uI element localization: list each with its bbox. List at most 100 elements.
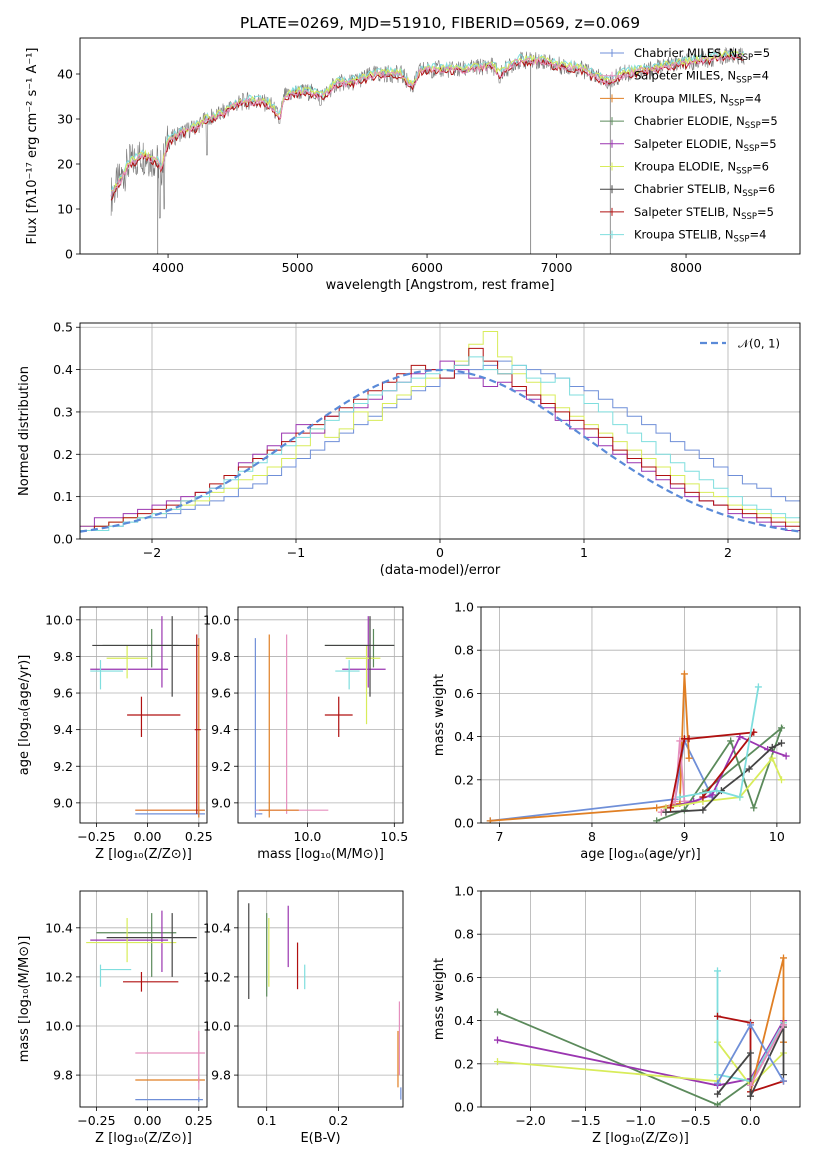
point-chabrier_elodie: [494, 1008, 501, 1016]
normal-legend-label: 𝒩(0, 1): [738, 337, 780, 351]
y-tick-label: 9.8: [53, 649, 73, 664]
legend-subscript: SSP: [737, 53, 753, 63]
x-tick-label: 4000: [152, 260, 184, 275]
point-kroupa_elodie: [494, 1058, 501, 1066]
legend-name: Chabrier ELODIE, N: [634, 114, 745, 128]
x-tick-label: 1: [580, 545, 588, 560]
y-tick-label: 9.8: [211, 649, 231, 664]
legend-name: Salpeter STELIB, N: [634, 205, 741, 219]
legend-count: =5: [753, 46, 770, 60]
legend-label-kroupa_miles: Kroupa MILES, NSSP=4: [634, 91, 761, 108]
legend-label-chabrier_elodie: Chabrier ELODIE, NSSP=5: [634, 114, 778, 131]
y-tick-label: 9.6: [53, 686, 73, 701]
series-chabrier_miles: [490, 737, 714, 822]
y-tick-label: 1.0: [454, 600, 474, 615]
plot-area: [494, 954, 787, 1107]
point-kroupa_miles: [680, 670, 688, 678]
point-chabrier_stelib: [778, 739, 786, 747]
legend-count: =4: [744, 91, 761, 105]
x-tick-label: 0.0: [741, 1113, 761, 1128]
point-chabrier_elodie: [778, 724, 786, 732]
point-kroupa_stelib: [754, 683, 762, 691]
x-tick-label: 0.00: [134, 1113, 162, 1128]
axes-frame: [79, 890, 208, 1108]
x-tick-label: 6000: [411, 260, 443, 275]
x-tick-label: −0.5: [680, 1113, 710, 1128]
axes-frame: [79, 606, 208, 824]
y-axis-label: age [log₁₀(age/yr)]: [17, 655, 32, 776]
legend-subscript: SSP: [736, 167, 752, 177]
axes-frame: [237, 890, 404, 1108]
x-axis-label: wavelength [Angstrom, rest frame]: [326, 278, 555, 293]
axes-frame: [79, 37, 801, 255]
x-tick-label: −1.0: [625, 1113, 655, 1128]
x-tick-label: 7000: [541, 260, 573, 275]
legend-label-chabrier_stelib: Chabrier STELIB, NSSP=6: [634, 182, 775, 199]
y-tick-label: 0.4: [454, 729, 474, 744]
point-kroupa_miles: [780, 954, 787, 962]
x-axis-label: Z [log₁₀(Z/Z⊙)]: [95, 847, 192, 862]
legend-name: Chabrier MILES, N: [634, 46, 737, 60]
y-tick-label: 0.0: [53, 532, 73, 547]
point-kroupa_miles: [653, 804, 661, 812]
x-tick-label: 5000: [282, 260, 314, 275]
point-chabrier_stelib: [780, 1071, 787, 1079]
point-kroupa_elodie: [768, 754, 776, 762]
y-tick-label: 0.8: [454, 927, 474, 942]
panel-mass-weight-age: 7 8 9 10 0.0 0.2 0.4 0.6 0.8 1.0 age [log₁₀(age/yr…: [432, 600, 801, 862]
y-tick-label: 0.2: [454, 772, 474, 787]
point-salpeter_miles: [671, 797, 679, 805]
point-chabrier_miles: [714, 1079, 721, 1087]
point-salpeter_stelib: [667, 804, 675, 812]
x-tick-label: −1: [287, 545, 305, 560]
y-tick-label: 0.4: [53, 362, 73, 377]
series-kroupa_miles: [490, 673, 690, 822]
y-tick-label: 0.1: [53, 489, 73, 504]
y-tick-label: 9.8: [53, 1068, 73, 1083]
x-tick-label: 10: [769, 829, 785, 844]
y-tick-label: 0.8: [454, 643, 474, 658]
plot-area: [90, 616, 205, 818]
x-axis-label: (data-model)/error: [380, 563, 501, 578]
y-tick-label: 9.4: [211, 722, 231, 737]
point-salpeter_elodie: [494, 1036, 501, 1044]
y-tick-label: 0.0: [454, 816, 474, 831]
y-tick-label: 0.3: [53, 404, 73, 419]
plot-area: [486, 670, 790, 823]
y-tick-label: 9.2: [53, 759, 73, 774]
series-chabrier_stelib: [665, 742, 782, 814]
y-tick-label: 9.2: [211, 759, 231, 774]
normal-curve: [80, 368, 800, 533]
legend-count: =5: [757, 205, 774, 219]
panel-mass-ebv: 0.1 0.2 9.8 10.0 10.2 10.4 E(B-V): [203, 890, 404, 1146]
point-kroupa_miles: [486, 817, 494, 823]
series-salpeter_miles: [749, 1024, 785, 1086]
y-tick-label: 0: [65, 247, 73, 262]
x-tick-label: 0: [436, 545, 444, 560]
point-kroupa_miles: [685, 754, 693, 762]
y-tick-label: 9.0: [53, 795, 73, 810]
point-chabrier_miles: [747, 1021, 754, 1029]
point-chabrier_elodie: [653, 817, 661, 823]
point-chabrier_elodie: [727, 737, 735, 745]
x-tick-label: 0.1: [257, 1113, 277, 1128]
x-tick-label: 0.2: [328, 1113, 348, 1128]
legend-name: Kroupa ELODIE, N: [634, 160, 736, 174]
legend-label-kroupa_stelib: Kroupa STELIB, NSSP=4: [634, 228, 766, 245]
y-axis-label: Normed distribution: [17, 366, 32, 496]
x-axis-label: mass [log₁₀(M/M⊙)]: [257, 847, 384, 862]
point-salpeter_stelib: [685, 735, 693, 743]
point-chabrier_elodie: [714, 1101, 721, 1107]
series-salpeter_elodie: [497, 1020, 785, 1087]
legend-count: =5: [760, 137, 777, 151]
axes-frame: [237, 606, 404, 824]
x-tick-label: 8000: [670, 260, 702, 275]
legend-subscript: SSP: [742, 189, 758, 199]
x-tick-label: 9: [680, 829, 688, 844]
y-tick-label: 0.6: [454, 686, 474, 701]
x-tick-label: 7: [496, 829, 504, 844]
y-axis-label: mass weight: [432, 674, 447, 756]
y-tick-label: 0.2: [454, 1056, 474, 1071]
